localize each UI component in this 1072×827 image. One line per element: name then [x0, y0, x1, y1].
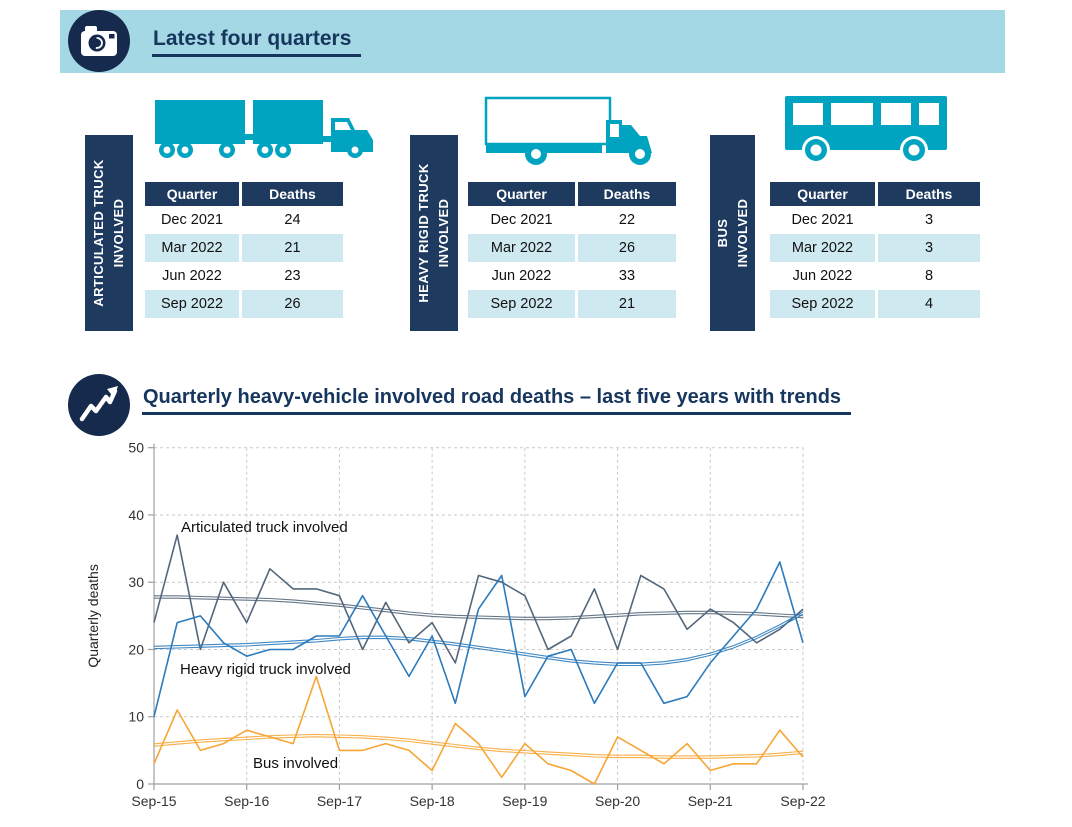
table-cell: Jun 2022 — [145, 262, 242, 290]
table-cell: Jun 2022 — [770, 262, 878, 290]
page-title: Latest four quarters — [152, 27, 362, 57]
table-cell: 3 — [878, 234, 980, 262]
table-cell: Sep 2022 — [145, 290, 242, 318]
column-header-quarter: Quarter — [770, 182, 878, 206]
table-cell: Mar 2022 — [770, 234, 878, 262]
x-tick-label: Sep-22 — [780, 793, 825, 809]
y-axis-title: Quarterly deaths — [85, 564, 101, 668]
series-annotation-0: Articulated truck involved — [181, 519, 348, 536]
rigid-truck-label-box: HEAVY RIGID TRUCK INVOLVED — [410, 135, 458, 331]
y-tick-label: 30 — [128, 574, 144, 590]
table-cell: Sep 2022 — [468, 290, 578, 318]
table-cell: 26 — [242, 290, 343, 318]
table-cell: 24 — [284, 212, 301, 228]
table-cell: Sep 2022 — [770, 290, 878, 318]
series-annotation-2: Bus involved — [253, 755, 338, 772]
table-cell: 26 — [578, 234, 676, 262]
articulated-truck-table: Quarter Deaths Dec 2021 24 Mar 2022 21 J… — [145, 182, 343, 318]
bus-label-box: BUS INVOLVED — [710, 135, 755, 331]
x-tick-label: Sep-16 — [224, 793, 269, 809]
table-cell: 22 — [618, 212, 636, 228]
bus-table: Quarter Deaths Dec 2021 3 Mar 2022 3 Jun… — [770, 182, 980, 318]
table-cell: 33 — [618, 268, 636, 284]
column-header-deaths: Deaths — [878, 182, 980, 206]
x-tick-label: Sep-20 — [595, 793, 640, 809]
y-tick-label: 50 — [128, 440, 144, 456]
rigid-truck-label: HEAVY RIGID TRUCK INVOLVED — [415, 163, 451, 303]
table-cell: 23 — [284, 268, 301, 284]
x-tick-label: Sep-18 — [410, 793, 455, 809]
series-line-2 — [153, 675, 804, 785]
column-header-quarter: Quarter — [468, 182, 578, 206]
trend-line-1 — [153, 611, 804, 664]
trend-line-0 — [154, 595, 804, 618]
column-header-deaths: Deaths — [578, 182, 676, 206]
articulated-truck-label-box: ARTICULATED TRUCK INVOLVED — [85, 135, 133, 331]
series-annotation-1: Heavy rigid truck involved — [180, 661, 351, 678]
table-cell: Dec 2021 — [145, 206, 242, 234]
y-tick-label: 10 — [128, 709, 144, 725]
table-cell: 21 — [242, 234, 343, 262]
column-header-deaths: Deaths — [242, 182, 343, 206]
header-banner — [60, 10, 1005, 73]
table-cell: Dec 2021 — [468, 206, 578, 234]
x-tick-label: Sep-17 — [317, 793, 362, 809]
table-cell: 21 — [578, 290, 676, 318]
rigid-truck-icon — [484, 96, 652, 165]
table-cell: Mar 2022 — [145, 234, 242, 262]
x-tick-label: Sep-15 — [131, 793, 176, 809]
bus-icon — [785, 96, 947, 164]
table-cell: Mar 2022 — [468, 234, 578, 262]
table-cell: 4 — [878, 290, 980, 318]
table-cell: Dec 2021 — [770, 206, 878, 234]
table-cell: 3 — [924, 212, 934, 228]
articulated-truck-icon — [155, 100, 373, 158]
articulated-truck-label: ARTICULATED TRUCK INVOLVED — [90, 159, 126, 307]
chart-section-title: Quarterly heavy-vehicle involved road de… — [142, 386, 852, 415]
bus-label: BUS INVOLVED — [714, 198, 750, 268]
y-tick-label: 20 — [128, 641, 144, 657]
series-line-1 — [153, 561, 804, 717]
series-line-0 — [153, 534, 804, 664]
y-tick-label: 40 — [128, 507, 144, 523]
y-tick-label: 0 — [136, 776, 144, 792]
rigid-truck-table: Quarter Deaths Dec 2021 22 Mar 2022 26 J… — [468, 182, 676, 318]
trend-line-0 — [154, 597, 804, 621]
x-tick-label: Sep-21 — [688, 793, 733, 809]
trend-line-2 — [153, 736, 804, 759]
table-cell: 8 — [924, 268, 934, 284]
trend-line-2 — [153, 733, 804, 757]
camera-icon — [68, 10, 130, 72]
trend-chart-icon — [68, 374, 130, 436]
trend-line-1 — [153, 613, 804, 667]
column-header-quarter: Quarter — [145, 182, 242, 206]
x-tick-label: Sep-19 — [502, 793, 547, 809]
table-cell: Jun 2022 — [468, 262, 578, 290]
